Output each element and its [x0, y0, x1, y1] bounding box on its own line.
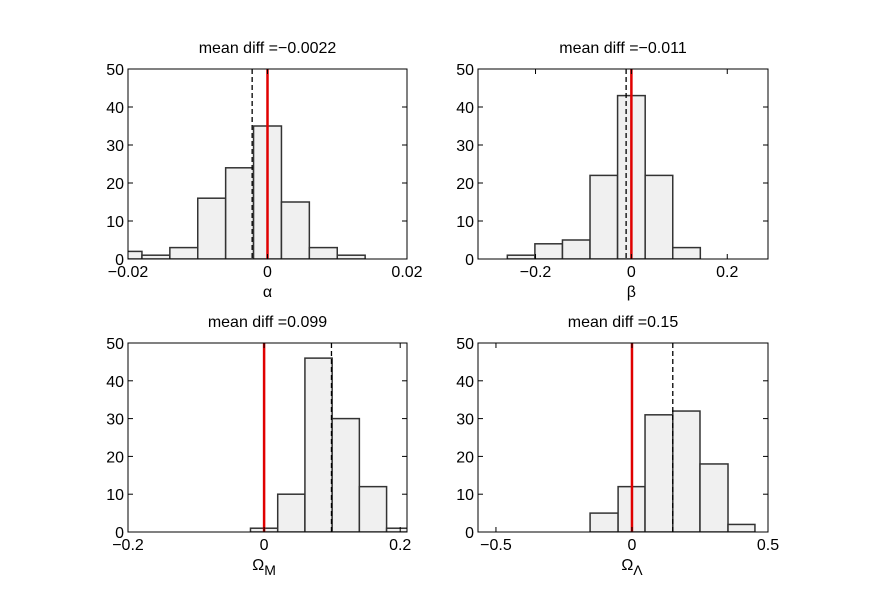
- x-axis-label: ΩM: [252, 557, 276, 578]
- x-axis-label-main: Ω: [252, 557, 264, 574]
- x-axis-label-main: β: [627, 284, 636, 301]
- bar: [534, 243, 564, 259]
- chart-title: mean diff =−0.011: [559, 40, 687, 57]
- x-tick-label: 0.02: [391, 264, 422, 281]
- bar: [276, 493, 306, 532]
- y-tick-label: 40: [456, 374, 474, 391]
- y-tick-label: 30: [106, 138, 124, 155]
- y-tick-label: 50: [456, 62, 474, 79]
- plot-frame: [477, 68, 769, 260]
- x-axis-label-main: α: [263, 284, 272, 301]
- y-tick-label: 50: [106, 62, 124, 79]
- y-tick-label: 20: [106, 449, 124, 466]
- y-tick-label: 40: [106, 374, 124, 391]
- bar: [169, 246, 199, 259]
- x-axis-label: ΩΛ: [621, 557, 643, 578]
- bars: [249, 357, 407, 532]
- x-axis-label: α: [263, 284, 272, 301]
- chart-title: mean diff =−0.0022: [199, 40, 337, 57]
- y-tick-label: 0: [115, 252, 124, 269]
- y-tick-label: 40: [106, 100, 124, 117]
- bar: [672, 410, 701, 532]
- y-tick-label: 30: [106, 412, 124, 429]
- y-tick-label: 10: [456, 214, 474, 231]
- y-tick-label: 20: [456, 449, 474, 466]
- x-tick-label: 0: [628, 537, 637, 554]
- bar: [224, 167, 255, 259]
- bar: [506, 254, 536, 259]
- y-tick-label: 50: [456, 336, 474, 353]
- bar: [644, 414, 674, 532]
- bar: [561, 239, 591, 259]
- x-tick-label: −0.02: [108, 264, 149, 281]
- y-tick-label: 0: [465, 252, 474, 269]
- bar: [331, 417, 361, 532]
- plot-frame: [477, 342, 769, 533]
- y-tick-label: 30: [456, 412, 474, 429]
- bar: [699, 463, 729, 532]
- bar: [727, 523, 756, 532]
- x-axis-label-subscript: M: [264, 562, 276, 578]
- x-tick-label: 0.2: [716, 264, 738, 281]
- y-tick-label: 30: [456, 138, 474, 155]
- x-tick-label: 0.5: [757, 537, 779, 554]
- chart-title: mean diff =0.15: [568, 314, 679, 331]
- bar: [358, 485, 388, 532]
- panel: 0 10 20 30 40 50 −0.2 0 0.2 mean diff =−0.011 β: [456, 40, 769, 301]
- x-axis-label-main: Ω: [621, 557, 633, 574]
- x-axis-label-subscript: Λ: [633, 562, 643, 578]
- bar: [141, 254, 171, 259]
- bar: [280, 201, 311, 259]
- bar: [308, 246, 339, 259]
- x-axis-label: β: [627, 284, 636, 301]
- bars: [128, 125, 366, 259]
- bar: [197, 197, 227, 259]
- x-tick-label: −0.2: [520, 264, 552, 281]
- bar: [644, 174, 674, 259]
- bars: [506, 94, 702, 259]
- y-tick-label: 10: [456, 487, 474, 504]
- x-tick-label: 0: [260, 537, 269, 554]
- plot-frame: [127, 342, 408, 533]
- x-tick-label: −0.2: [112, 537, 144, 554]
- y-tick-label: 20: [106, 176, 124, 193]
- y-tick-label: 10: [106, 214, 124, 231]
- panel: 0 10 20 30 40 50 −0.5 0 0.5 mean diff =0.15 ΩΛ: [456, 314, 779, 578]
- y-tick-label: 50: [106, 336, 124, 353]
- y-tick-label: 0: [115, 525, 124, 542]
- x-tick-label: 0: [263, 264, 272, 281]
- y-tick-label: 10: [106, 487, 124, 504]
- x-tick-label: 0.2: [389, 537, 411, 554]
- y-tick-label: 0: [465, 525, 474, 542]
- bar: [336, 254, 366, 259]
- bar: [304, 357, 333, 532]
- chart-title: mean diff =0.099: [208, 314, 327, 331]
- bar: [589, 512, 619, 532]
- y-tick-label: 20: [456, 176, 474, 193]
- x-tick-label: 0: [627, 264, 636, 281]
- bar: [589, 174, 619, 259]
- bars: [589, 410, 756, 532]
- y-tick-label: 40: [456, 100, 474, 117]
- x-tick-label: −0.5: [480, 537, 512, 554]
- bar: [672, 246, 702, 259]
